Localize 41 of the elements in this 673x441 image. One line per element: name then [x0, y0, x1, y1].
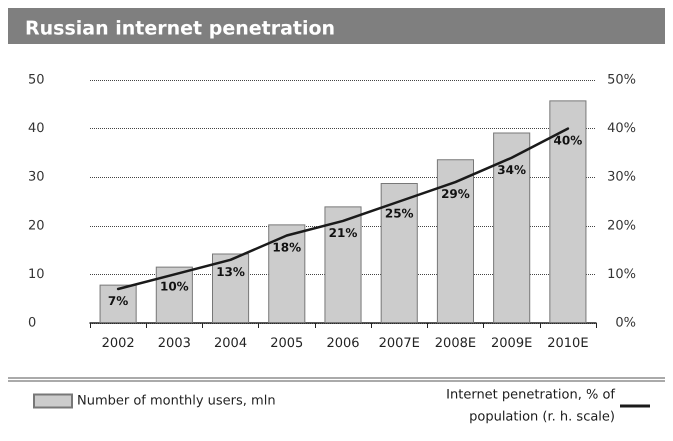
x-tick-label: 2005	[270, 336, 304, 351]
y-tick-label: 50	[28, 72, 45, 88]
bar	[212, 254, 250, 323]
data-label: 18%	[272, 240, 302, 255]
data-label: 29%	[441, 187, 470, 202]
y-tick-label: 40	[28, 121, 45, 136]
bar	[268, 224, 306, 323]
data-label: 40%	[554, 134, 582, 148]
bar	[436, 159, 474, 323]
y2-tick-label: 30%	[607, 170, 636, 185]
bar	[549, 100, 586, 323]
x-tick-label: 2007E	[378, 336, 420, 351]
x-tick-label: 2003	[158, 336, 191, 351]
text: Internet penetration, % of population (r. h. scale)	[446, 388, 616, 424]
y-tick-label: 0	[28, 316, 36, 330]
x-tick-label: 2006	[326, 336, 360, 351]
bar	[100, 284, 137, 323]
y2-tick-label: 20%	[607, 218, 636, 234]
bar	[324, 206, 362, 323]
y-tick-label: 10	[28, 266, 45, 282]
legend-label: Number of monthly users, mln	[77, 394, 276, 408]
x-tick-label: 2010E	[547, 336, 589, 351]
y-tick-label: 30	[28, 170, 45, 185]
y2-tick-label: 10%	[607, 266, 636, 282]
x-tick-label: 2009E	[491, 336, 532, 351]
y-tick-label: 20	[28, 218, 45, 234]
chart-title: Russian internet penetration	[25, 18, 336, 40]
data-label: 34%	[497, 162, 526, 177]
data-label: 7%	[108, 294, 128, 308]
bar	[380, 183, 418, 323]
y2-tick-label: 40%	[607, 121, 636, 136]
data-label: 13%	[216, 264, 245, 279]
data-label: 10%	[160, 279, 189, 294]
x-tick-label: 2008E	[434, 336, 476, 351]
data-label: 25%	[384, 206, 414, 220]
bar	[493, 132, 530, 323]
y2-tick-label: 0%	[615, 316, 636, 330]
data-label: 21%	[328, 226, 358, 240]
x-tick-label: 2002	[102, 336, 135, 351]
y2-tick-label: 50%	[607, 72, 636, 88]
x-tick-label: 2004	[214, 336, 248, 351]
